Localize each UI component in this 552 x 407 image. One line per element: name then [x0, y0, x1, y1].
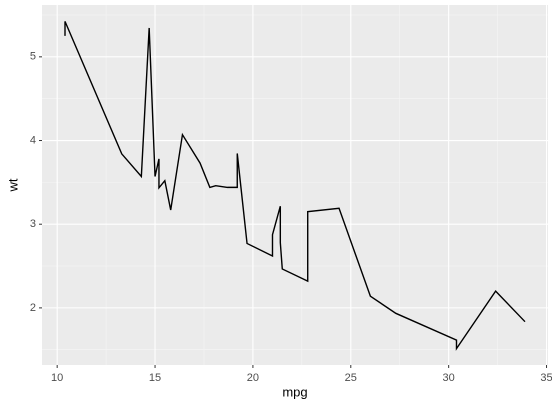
x-tick-label: 30 — [443, 372, 455, 384]
x-axis-title: mpg — [282, 384, 307, 399]
x-tick-label: 35 — [540, 372, 552, 384]
x-tick-label: 15 — [149, 372, 161, 384]
x-tick-label: 25 — [345, 372, 357, 384]
y-axis-title: wt — [5, 178, 20, 192]
y-tick-label: 4 — [30, 134, 36, 146]
x-tick-label: 20 — [247, 372, 259, 384]
y-tick-label: 2 — [30, 302, 36, 314]
x-tick-label: 10 — [51, 372, 63, 384]
y-tick-label: 3 — [30, 218, 36, 230]
panel — [42, 5, 548, 365]
data-line — [64, 21, 526, 351]
y-tick-label: 5 — [30, 51, 36, 63]
